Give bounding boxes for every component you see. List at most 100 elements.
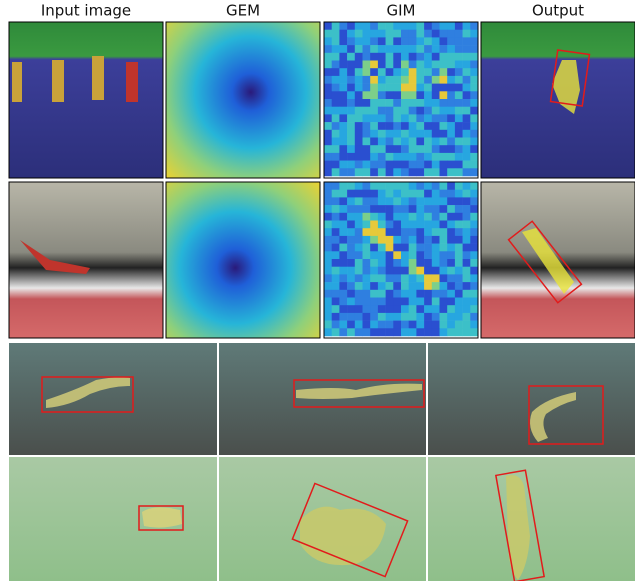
gim-cell <box>431 243 440 252</box>
gim-cell <box>377 145 386 154</box>
gim-cell <box>339 168 348 177</box>
gim-cell <box>377 189 386 198</box>
gim-cell <box>424 168 433 177</box>
gim-cell <box>347 312 356 321</box>
gim-cell <box>370 83 379 92</box>
gim-cell <box>385 220 394 229</box>
gim-cell <box>331 22 340 30</box>
gim-cell <box>354 29 363 38</box>
bounding-box <box>549 49 591 107</box>
gim-cell <box>354 106 363 115</box>
gim-cell <box>393 168 402 177</box>
gim-cell <box>385 145 394 154</box>
gim-cell <box>347 52 356 61</box>
gim-cell <box>454 29 463 38</box>
gim-cell <box>362 137 371 146</box>
gim-cell <box>393 182 402 190</box>
gim-cell <box>339 129 348 138</box>
gim-cell <box>362 29 371 38</box>
gim-cell <box>462 68 471 77</box>
gim-cell <box>424 29 433 38</box>
gim-cell <box>324 243 332 252</box>
gim-cell <box>439 137 448 146</box>
gim-cell <box>470 122 479 131</box>
gim-cell <box>416 22 425 30</box>
gim-cell <box>385 235 394 244</box>
gim-cell <box>401 182 409 190</box>
gim-cell <box>324 37 332 46</box>
gim-cell <box>347 266 356 275</box>
gim-cell <box>339 106 348 115</box>
gim-cell <box>385 68 394 77</box>
gim-cell <box>470 106 479 115</box>
gim-cell <box>385 168 394 177</box>
gim-cell <box>447 29 456 38</box>
gim-cell <box>324 122 332 131</box>
segmentation <box>46 377 130 408</box>
gim-cell <box>324 29 332 38</box>
gim-cell <box>447 312 456 321</box>
gim-cell <box>462 168 471 177</box>
gim-cell <box>377 328 386 337</box>
gim-cell <box>470 114 479 123</box>
gim-cell <box>462 182 471 190</box>
gim-cell <box>331 29 340 38</box>
gim-cell <box>462 259 471 267</box>
gim-cell <box>408 182 417 190</box>
gim-cell <box>470 205 479 214</box>
gim-cell <box>331 152 340 161</box>
gim-cell <box>470 189 479 198</box>
gim-cell <box>462 152 471 161</box>
gim-cell <box>354 75 363 84</box>
column-header: GEM <box>226 2 260 20</box>
gim-cell <box>401 320 409 329</box>
gim-cell <box>401 168 409 177</box>
gim-cell <box>354 251 363 260</box>
gim-cell <box>339 22 348 30</box>
gim-cell <box>447 145 456 154</box>
gim-cell <box>401 251 409 260</box>
gim-cell <box>339 251 348 260</box>
gim-cell <box>347 91 356 100</box>
gim-cell <box>370 243 379 252</box>
gim-cell <box>370 45 379 54</box>
gim-cell <box>401 289 409 298</box>
segmentation <box>142 507 182 528</box>
gim-cell <box>424 160 433 169</box>
gim-cell <box>401 91 409 100</box>
gim-cell <box>370 282 379 291</box>
gim-cell <box>454 259 463 267</box>
gim-cell <box>331 312 340 321</box>
gim-cell <box>347 37 356 46</box>
gim-cell <box>462 251 471 260</box>
gim-cell <box>424 75 433 84</box>
gim-cell <box>431 137 440 146</box>
gim-cell <box>377 37 386 46</box>
gim-cell <box>331 328 340 337</box>
gim-cell <box>385 312 394 321</box>
gim-cell <box>401 274 409 283</box>
gim-cell <box>362 106 371 115</box>
gim-cell <box>416 328 425 337</box>
gim-cell <box>439 122 448 131</box>
gim-cell <box>416 137 425 146</box>
gim-cell <box>424 152 433 161</box>
gim-cell <box>447 235 456 244</box>
gim-cell <box>362 228 371 237</box>
gim-cell <box>424 259 433 267</box>
gim-cell <box>362 99 371 107</box>
gim-cell <box>377 75 386 84</box>
gim-cell <box>362 168 371 177</box>
gim-cell <box>393 282 402 291</box>
gim-cell <box>454 160 463 169</box>
gim-cell <box>454 129 463 138</box>
gim-cell <box>416 235 425 244</box>
gim-cell <box>377 297 386 306</box>
gim-cell <box>447 282 456 291</box>
gim-cell <box>370 114 379 123</box>
gim-cell <box>324 182 332 190</box>
gim-cell <box>408 152 417 161</box>
gim-cell <box>424 235 433 244</box>
gim-cell <box>462 129 471 138</box>
gim-cell <box>416 212 425 221</box>
